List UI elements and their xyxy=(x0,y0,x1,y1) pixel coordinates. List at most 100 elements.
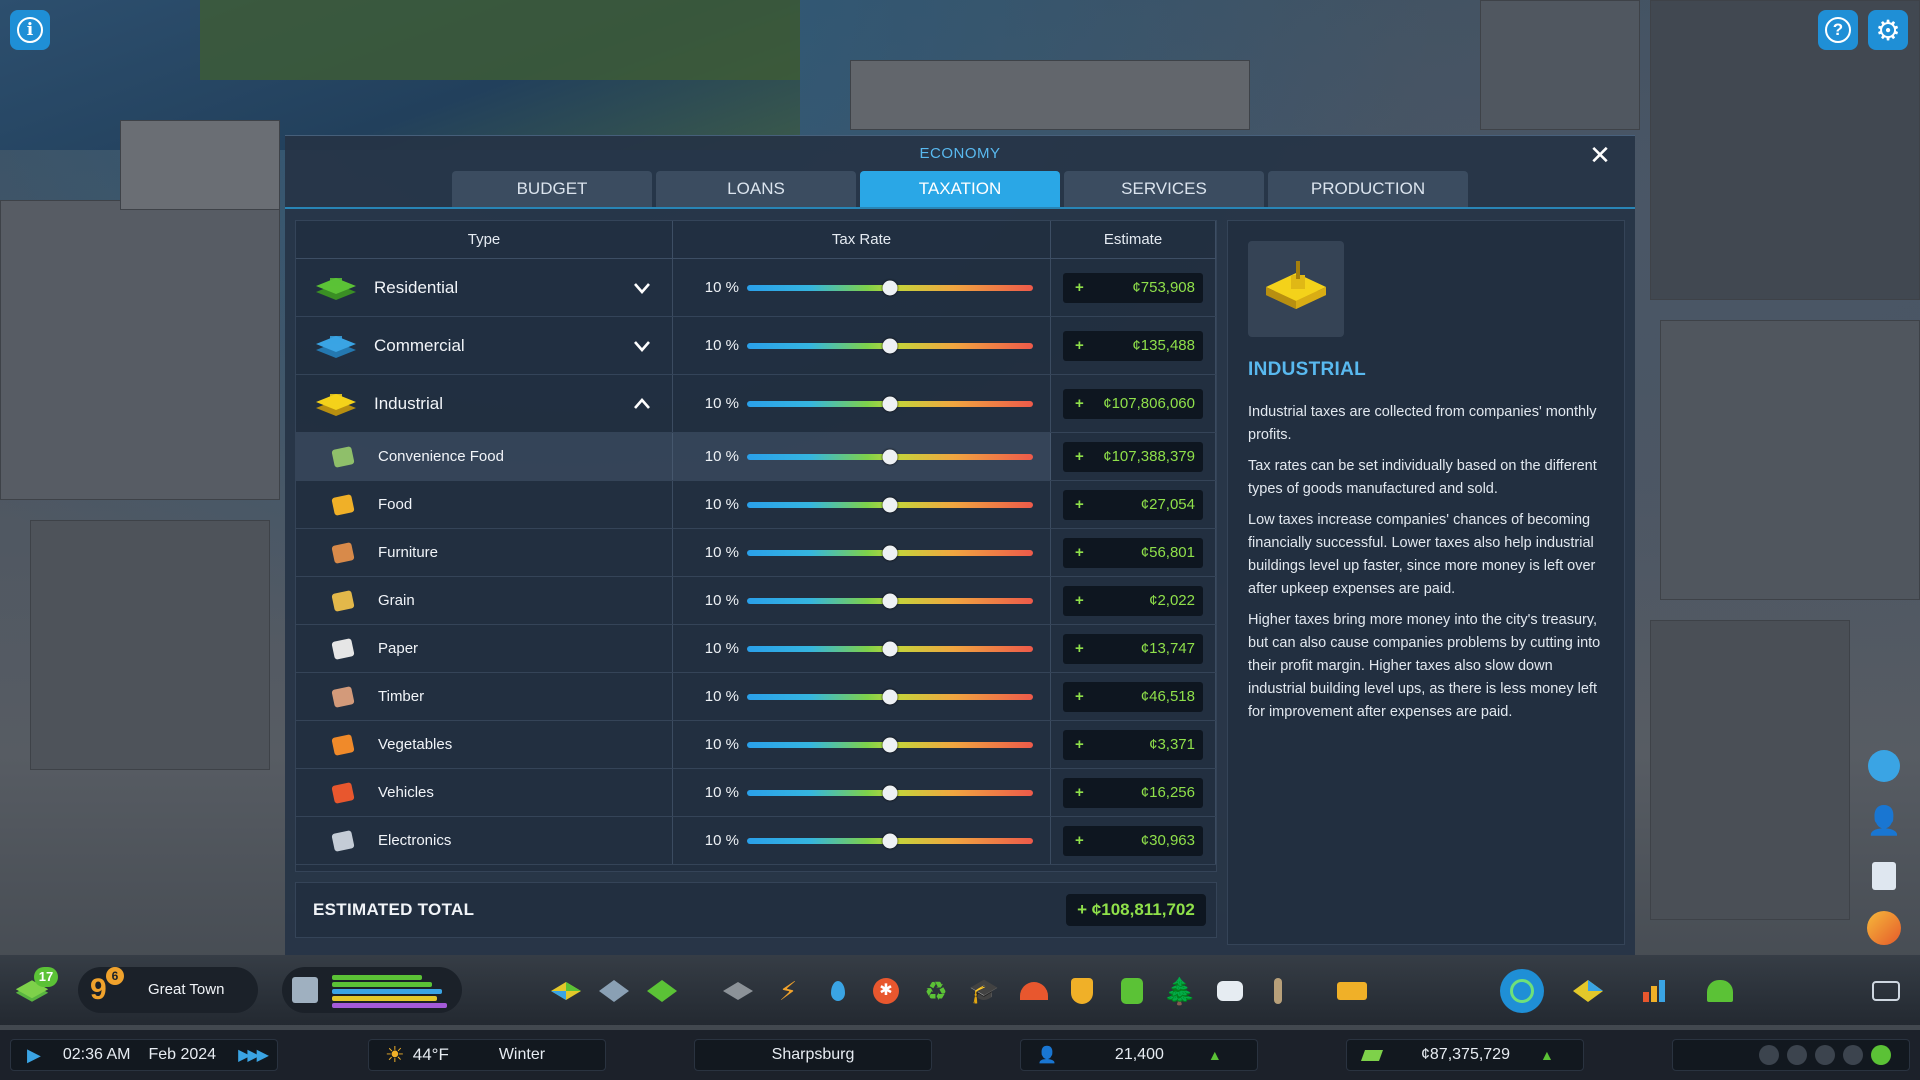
chevron-down-icon[interactable] xyxy=(632,278,652,298)
chevron-up-icon[interactable] xyxy=(632,394,652,414)
chevron-down-icon[interactable] xyxy=(632,336,652,356)
speech-bubble-icon xyxy=(1217,981,1243,1001)
type-cell[interactable]: Commercial xyxy=(296,317,673,374)
play-icon[interactable]: ▶ xyxy=(27,1044,41,1065)
statistics-button[interactable] xyxy=(1636,973,1672,1009)
tax-row-electronics: Electronics 10 % + ¢30,963 xyxy=(296,817,1216,865)
tax-rate-slider[interactable] xyxy=(747,545,1033,560)
tax-rate-slider[interactable] xyxy=(747,280,1033,295)
tax-rate-slider[interactable] xyxy=(747,785,1033,800)
tax-rate-slider[interactable] xyxy=(747,689,1033,704)
tab-taxation[interactable]: TAXATION xyxy=(860,171,1060,207)
tab-services[interactable]: SERVICES xyxy=(1064,171,1264,207)
progression-button[interactable] xyxy=(1702,973,1738,1009)
tax-rate-slider[interactable] xyxy=(747,737,1033,752)
slider-knob[interactable] xyxy=(882,641,898,656)
slider-knob[interactable] xyxy=(882,396,898,411)
tax-rate-slider[interactable] xyxy=(747,833,1033,848)
estimate-sign: + xyxy=(1075,640,1084,657)
parks-button[interactable]: 🌲 xyxy=(1162,973,1198,1009)
transport-button[interactable] xyxy=(1114,973,1150,1009)
tax-rate-slider[interactable] xyxy=(747,497,1033,512)
economy-panel: ECONOMY ✕ BUDGET LOANS TAXATION SERVICES… xyxy=(285,135,1635,955)
slider-knob[interactable] xyxy=(882,497,898,512)
landscaping-tool-button[interactable] xyxy=(1260,973,1296,1009)
chirper-button[interactable] xyxy=(1866,748,1902,784)
communications-button[interactable] xyxy=(1212,973,1248,1009)
radio-button[interactable] xyxy=(1866,910,1902,946)
money-icon xyxy=(1360,1049,1384,1061)
fire-button[interactable] xyxy=(1016,973,1052,1009)
journal-button[interactable] xyxy=(1866,858,1902,894)
landscape-icon xyxy=(647,980,677,1002)
slider-knob[interactable] xyxy=(882,737,898,752)
type-label: Electronics xyxy=(378,832,452,849)
slider-knob[interactable] xyxy=(882,449,898,464)
estimate-sign: + xyxy=(1075,448,1084,465)
slider-knob[interactable] xyxy=(882,338,898,353)
slider-knob[interactable] xyxy=(882,689,898,704)
health-button[interactable]: ✱ xyxy=(868,973,904,1009)
estimate-cell: + ¢753,908 xyxy=(1051,259,1216,316)
tab-loans[interactable]: LOANS xyxy=(656,171,856,207)
estimate-sign: + xyxy=(1075,544,1084,561)
photo-mode-button[interactable] xyxy=(1868,973,1904,1009)
tax-table: Type Tax Rate Estimate Residential 10 % … xyxy=(295,220,1217,872)
demand-pill[interactable] xyxy=(282,967,462,1013)
tax-rate-slider[interactable] xyxy=(747,338,1033,353)
slider-knob[interactable] xyxy=(882,785,898,800)
tab-production[interactable]: PRODUCTION xyxy=(1268,171,1468,207)
tax-rate-cell: 10 % xyxy=(673,625,1051,672)
city-name-box[interactable]: Sharpsburg xyxy=(694,1039,932,1071)
garbage-button[interactable]: ♻ xyxy=(918,973,954,1009)
settings-button[interactable]: ⚙ xyxy=(1868,10,1908,50)
milestone-pill[interactable]: 9 6 Great Town xyxy=(78,967,258,1013)
tab-budget[interactable]: BUDGET xyxy=(452,171,652,207)
electricity-button[interactable]: ⚡ xyxy=(770,973,806,1009)
help-button[interactable]: ? xyxy=(1818,10,1858,50)
tax-rate-value: 10 % xyxy=(704,337,739,354)
city-name: Sharpsburg xyxy=(771,1046,855,1063)
info-button[interactable]: i xyxy=(10,10,50,50)
area-tool-button[interactable] xyxy=(596,973,632,1009)
landscaping-button[interactable] xyxy=(644,973,680,1009)
citizens-button[interactable]: 👤 xyxy=(1866,802,1902,838)
bulldozer-button[interactable] xyxy=(1334,973,1370,1009)
tax-rate-slider[interactable] xyxy=(747,449,1033,464)
fast-forward-icon[interactable]: ▶▶▶ xyxy=(238,1047,269,1064)
estimate-sign: + xyxy=(1075,784,1084,801)
roads-button[interactable] xyxy=(720,973,756,1009)
money-box[interactable]: ¢87,375,729 ▲ xyxy=(1346,1039,1584,1071)
education-button[interactable]: 🎓 xyxy=(966,973,1002,1009)
tax-rate-slider[interactable] xyxy=(747,641,1033,656)
slider-knob[interactable] xyxy=(882,593,898,608)
estimate-box: + ¢13,747 xyxy=(1063,633,1203,664)
info-view-button[interactable] xyxy=(1500,969,1544,1013)
population-box[interactable]: 👤 21,400 ▲ xyxy=(1020,1039,1258,1071)
compass-icon xyxy=(1510,979,1534,1003)
close-button[interactable]: ✕ xyxy=(1585,140,1615,170)
slider-knob[interactable] xyxy=(882,833,898,848)
zoning-tool-button[interactable] xyxy=(548,973,584,1009)
slider-knob[interactable] xyxy=(882,280,898,295)
tax-rate-cell: 10 % xyxy=(673,817,1051,864)
happiness-box[interactable] xyxy=(1672,1039,1910,1071)
tax-rate-slider[interactable] xyxy=(747,593,1033,608)
tax-rate-slider[interactable] xyxy=(747,396,1033,411)
type-cell: Convenience Food xyxy=(296,433,673,480)
map-tiles-button[interactable] xyxy=(1570,973,1606,1009)
residential-zone-icon xyxy=(314,273,358,303)
police-button[interactable] xyxy=(1064,973,1100,1009)
level-badge: 17 xyxy=(34,967,58,987)
type-cell: Furniture xyxy=(296,529,673,576)
vehicles-icon xyxy=(330,781,356,805)
estimate-box: + ¢753,908 xyxy=(1063,272,1203,303)
slider-knob[interactable] xyxy=(882,545,898,560)
info-pane: INDUSTRIAL Industrial taxes are collecte… xyxy=(1227,220,1625,945)
tax-rate-cell: 10 % xyxy=(673,259,1051,316)
type-cell[interactable]: Industrial xyxy=(296,375,673,432)
type-cell[interactable]: Residential xyxy=(296,259,673,316)
type-cell: Vehicles xyxy=(296,769,673,816)
estimate-box: + ¢2,022 xyxy=(1063,585,1203,616)
water-button[interactable] xyxy=(820,973,856,1009)
